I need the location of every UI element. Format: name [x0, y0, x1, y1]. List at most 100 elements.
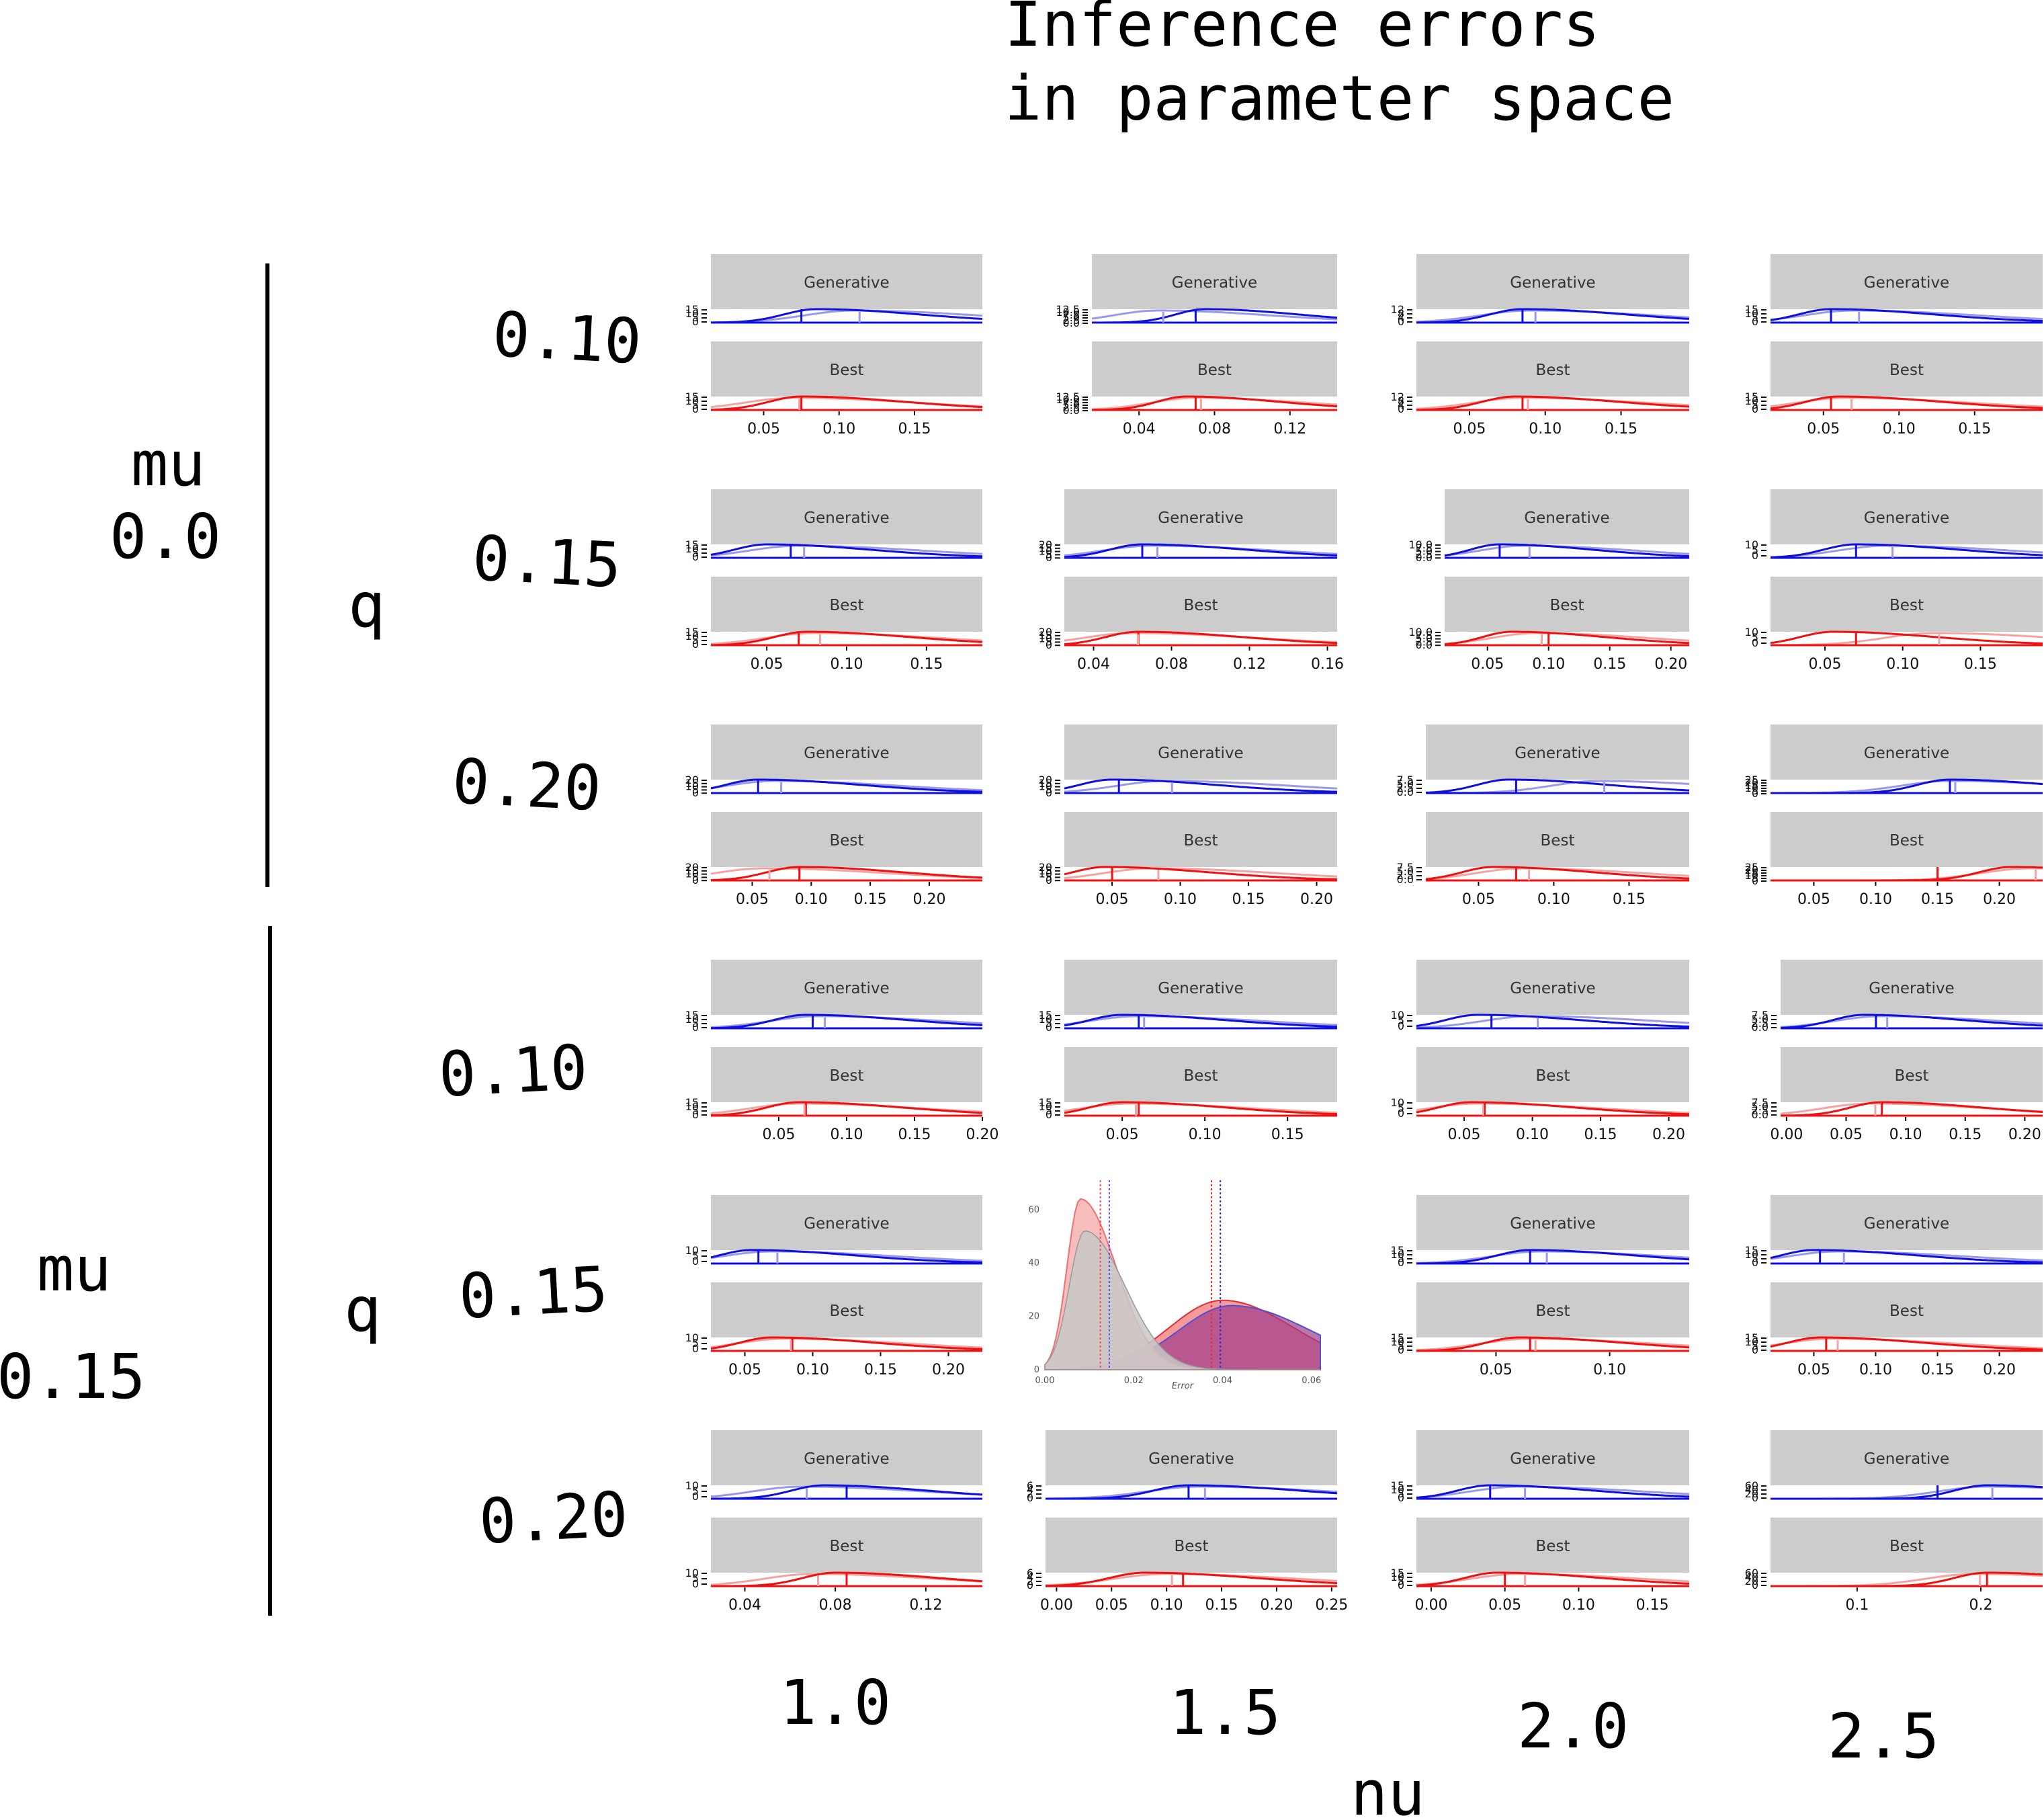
- y-tick-label: 20: [685, 774, 699, 786]
- facet-strip-best: [1064, 1047, 1337, 1102]
- facet-strip-label: Generative: [1510, 1450, 1595, 1468]
- y-tick-label: 0: [1398, 1491, 1404, 1504]
- x-tick-label: 0.05: [1488, 1597, 1521, 1614]
- facet-strip-label: Best: [1895, 1067, 1929, 1085]
- x-tick-label: 0.2: [1969, 1597, 1992, 1614]
- density-curve: [710, 395, 983, 411]
- facet-strip-label: Generative: [804, 509, 889, 527]
- x-tick-label: 0.10: [1883, 421, 1916, 438]
- y-tick-label: 10: [685, 780, 699, 793]
- y-tick-label: 10: [1391, 1096, 1404, 1109]
- y-tick-label: 10: [1039, 1013, 1052, 1026]
- y-tick-label: 10: [1391, 1248, 1404, 1261]
- y-tick-label: 4: [1398, 399, 1404, 411]
- y-tick-label: 5: [1752, 544, 1758, 556]
- y-tick-label: 2.5: [1063, 401, 1080, 414]
- density-curve: [710, 866, 983, 881]
- row-label-2: 0.15: [470, 522, 623, 602]
- facet-strip-best: [1771, 812, 2043, 867]
- density-curve-light: [1771, 867, 2043, 882]
- y-tick-label: 5: [1046, 548, 1052, 561]
- chart-title-line-1: Inference errors: [1005, 0, 1600, 60]
- facet-strip-label: Best: [830, 362, 864, 379]
- density-curve: [1064, 630, 1338, 645]
- y-tick-label: 5: [1398, 1339, 1404, 1352]
- x-tick-label: 0.16: [1311, 656, 1344, 673]
- density-curve: [1416, 1484, 1690, 1499]
- facet-strip-label: Best: [830, 597, 864, 614]
- y-tick-label: 0: [1752, 315, 1758, 328]
- y-tick-label: 10: [685, 868, 699, 880]
- y-tick-label: 0.0: [1416, 638, 1433, 651]
- facet-strip-label: Best: [1889, 832, 1924, 850]
- y-tick-label: 15: [685, 777, 699, 790]
- y-tick-label: 10: [1039, 1100, 1052, 1113]
- x-tick-label: 0.20: [1983, 1362, 2016, 1378]
- y-tick-label: 0: [1046, 1108, 1052, 1121]
- y-tick-label: 0: [1398, 403, 1404, 415]
- facet-strip-label: Best: [1889, 1302, 1924, 1320]
- facet-strip-label: Generative: [1172, 274, 1257, 292]
- density-curve: [1770, 1249, 2043, 1264]
- density-curve: [1425, 866, 1690, 880]
- x-tick-label: 0.25: [1315, 1597, 1348, 1614]
- y-tick-label: 0: [1752, 787, 1758, 800]
- panel-r3-c3: Generative7.55.02.50.0Best7.55.02.50.00.…: [1397, 725, 1690, 908]
- density-curve-light: [1064, 780, 1338, 793]
- y-tick-label: 20: [685, 861, 699, 874]
- y-tick-label: 0: [1398, 1256, 1404, 1269]
- y-tick-label: 10: [1391, 1571, 1404, 1583]
- y-tick-label: 0: [1752, 1256, 1758, 1269]
- facet-strip-best: [1046, 1518, 1337, 1573]
- y-tick-label: 7.5: [1752, 1009, 1769, 1022]
- x-tick-label: 0.00: [1040, 1597, 1073, 1614]
- y-tick-label: 10: [685, 1567, 699, 1579]
- y-tick-label: 10: [685, 395, 699, 407]
- facet-strip-label: Generative: [1864, 1450, 1949, 1468]
- facet-strip-label: Generative: [1158, 509, 1243, 527]
- y-tick-label: 10.0: [1056, 306, 1080, 319]
- chart-title-line-2: in parameter space: [1005, 63, 1674, 134]
- y-tick-label: 0: [692, 403, 699, 415]
- x-tick-label: 0.10: [1593, 1362, 1626, 1378]
- inset-y-tick-label: 0: [1034, 1365, 1039, 1375]
- facet-strip-label: Generative: [1869, 980, 1954, 997]
- x-tick-label: 0.15: [864, 1362, 897, 1378]
- density-curve: [1416, 1101, 1690, 1116]
- y-tick-label: 4: [1027, 1483, 1033, 1496]
- col-label-4: 2.5: [1828, 1700, 1939, 1772]
- y-tick-label: 25: [1745, 774, 1758, 786]
- density-curve: [1444, 630, 1690, 646]
- y-tick-label: 2.5: [1397, 869, 1414, 882]
- y-tick-label: 0.0: [1416, 551, 1433, 564]
- facet-strip-best: [1416, 1282, 1689, 1337]
- x-tick-label: 0.15: [910, 656, 943, 673]
- density-curve-light: [1770, 1337, 2043, 1350]
- facet-strip-label: Generative: [804, 1450, 889, 1468]
- y-tick-label: 0: [1398, 1020, 1404, 1032]
- facet-strip-label: Best: [1536, 1302, 1570, 1320]
- y-tick-label: 10: [1391, 1335, 1404, 1348]
- y-tick-label: 10: [1745, 869, 1758, 882]
- density-curve: [1780, 1101, 2043, 1117]
- y-tick-label: 15: [1039, 629, 1052, 642]
- facet-strip-label: Generative: [1158, 980, 1243, 997]
- y-tick-label: 0: [692, 1577, 699, 1590]
- density-curve: [711, 630, 983, 647]
- y-tick-label: 2.5: [1397, 782, 1414, 794]
- y-tick-label: 0: [1752, 874, 1758, 887]
- facet-strip-best: [1064, 577, 1337, 632]
- facet-strip-label: Best: [1197, 362, 1232, 379]
- x-tick-label: 0.15: [1605, 421, 1637, 438]
- x-tick-label: 0.05: [763, 1126, 796, 1143]
- y-tick-label: 10.0: [1408, 626, 1433, 638]
- y-tick-label: 12: [1391, 390, 1404, 403]
- facet-strip-generative: [711, 254, 982, 309]
- y-tick-label: 5: [692, 870, 699, 883]
- y-tick-label: 0: [1752, 1491, 1758, 1504]
- y-tick-label: 5: [1398, 1102, 1404, 1114]
- x-tick-label: 0.20: [1260, 1597, 1293, 1614]
- density-curve: [710, 1336, 983, 1350]
